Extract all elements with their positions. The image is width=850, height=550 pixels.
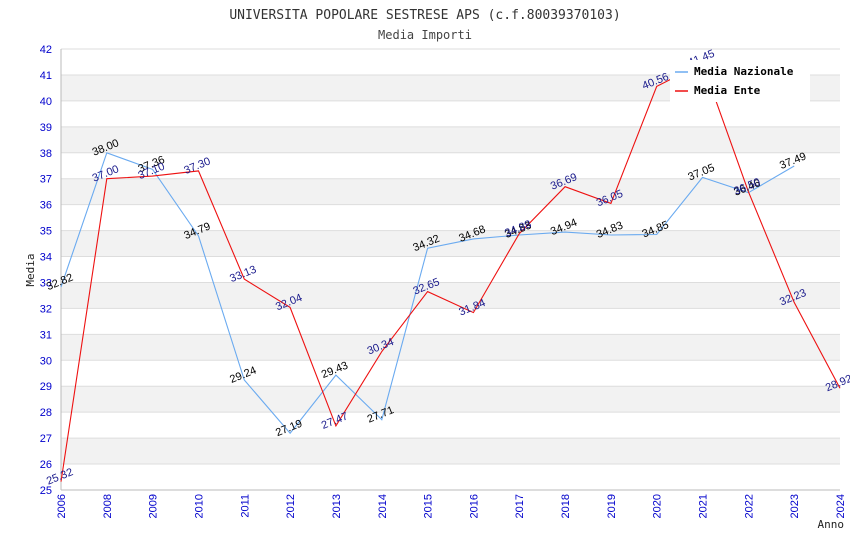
y-tick-label: 34 <box>40 252 52 264</box>
x-tick-label: 2014 <box>377 494 389 518</box>
data-label-media-ente: 37.30 <box>182 155 212 176</box>
data-label-media-ente: 33.13 <box>228 264 258 285</box>
y-tick-label: 41 <box>40 70 52 82</box>
x-tick-label: 2013 <box>331 494 343 518</box>
x-axis-label: Anno <box>818 518 845 531</box>
x-tick-label: 2015 <box>423 494 435 518</box>
y-tick-labels: 25 26 27 28 29 30 31 32 33 34 35 36 37 38 39 40 41 42 <box>40 44 52 497</box>
y-tick-label: 39 <box>40 122 52 134</box>
x-tick-label: 2016 <box>468 494 480 518</box>
data-label-media-nazionale: 29.24 <box>228 365 258 386</box>
y-tick-label: 42 <box>40 44 52 56</box>
x-tick-label: 2021 <box>698 494 710 518</box>
x-tick-label: 2024 <box>835 494 847 518</box>
y-tick-label: 29 <box>40 381 52 393</box>
x-tick-label: 2006 <box>56 494 68 518</box>
series-line-media-nazionale <box>60 152 795 435</box>
y-tick-label: 26 <box>40 459 52 471</box>
y-tick-label: 40 <box>40 96 52 108</box>
y-tick-label: 25 <box>40 485 52 497</box>
legend-background <box>670 60 810 102</box>
grid-band <box>61 178 840 205</box>
legend-label-media-nazionale: Media Nazionale <box>694 65 794 78</box>
plot-bands <box>61 74 840 465</box>
grid-band <box>61 126 840 153</box>
data-labels: 32.8238.0037.3634.7929.2427.1929.4327.71… <box>45 48 850 488</box>
chart-title: UNIVERSITA POPOLARE SESTRESE APS (c.f.80… <box>229 8 620 23</box>
y-tick-label: 27 <box>40 433 52 445</box>
grid-band <box>61 386 840 413</box>
x-tick-label: 2019 <box>606 494 618 518</box>
x-tick-label: 2018 <box>560 494 572 518</box>
legend: Media Nazionale Media Ente <box>670 60 810 102</box>
y-tick-label: 38 <box>40 148 52 160</box>
data-label-media-nazionale: 37.49 <box>778 150 808 171</box>
data-label-media-nazionale: 27.19 <box>274 418 304 439</box>
data-label-media-ente: 27.47 <box>320 410 350 431</box>
chart-subtitle: Media Importi <box>378 28 472 42</box>
y-tick-label: 33 <box>40 277 52 289</box>
x-tick-label: 2020 <box>652 494 664 518</box>
y-tick-label: 35 <box>40 226 52 238</box>
y-tick-label: 31 <box>40 329 52 341</box>
y-tick-label: 28 <box>40 407 52 419</box>
legend-label-media-ente: Media Ente <box>694 84 761 97</box>
y-tick-label: 36 <box>40 200 52 212</box>
y-tick-label: 37 <box>40 174 52 186</box>
axes <box>60 49 840 491</box>
series-lines <box>60 62 841 482</box>
x-tick-labels: 2006 2008 2009 2010 2011 2012 2013 2014 2015 2016… <box>56 494 847 518</box>
x-tick-label: 2023 <box>789 494 801 518</box>
x-tick-label: 2017 <box>514 494 526 518</box>
y-tick-label: 30 <box>40 355 52 367</box>
x-tick-label: 2011 <box>239 494 251 518</box>
series-line-media-ente <box>60 62 841 482</box>
grid-band <box>61 334 840 361</box>
grid-band <box>61 438 840 465</box>
y-axis-label: Media <box>24 253 37 286</box>
gridlines <box>61 48 840 491</box>
x-tick-label: 2009 <box>148 494 160 518</box>
grid-band <box>61 282 840 309</box>
x-tick-label: 2008 <box>102 494 114 518</box>
y-tick-label: 32 <box>40 303 52 315</box>
x-tick-label: 2012 <box>285 494 297 518</box>
data-label-media-nazionale: 29.43 <box>320 360 350 381</box>
x-tick-label: 2022 <box>743 494 755 518</box>
x-tick-label: 2010 <box>193 494 205 518</box>
